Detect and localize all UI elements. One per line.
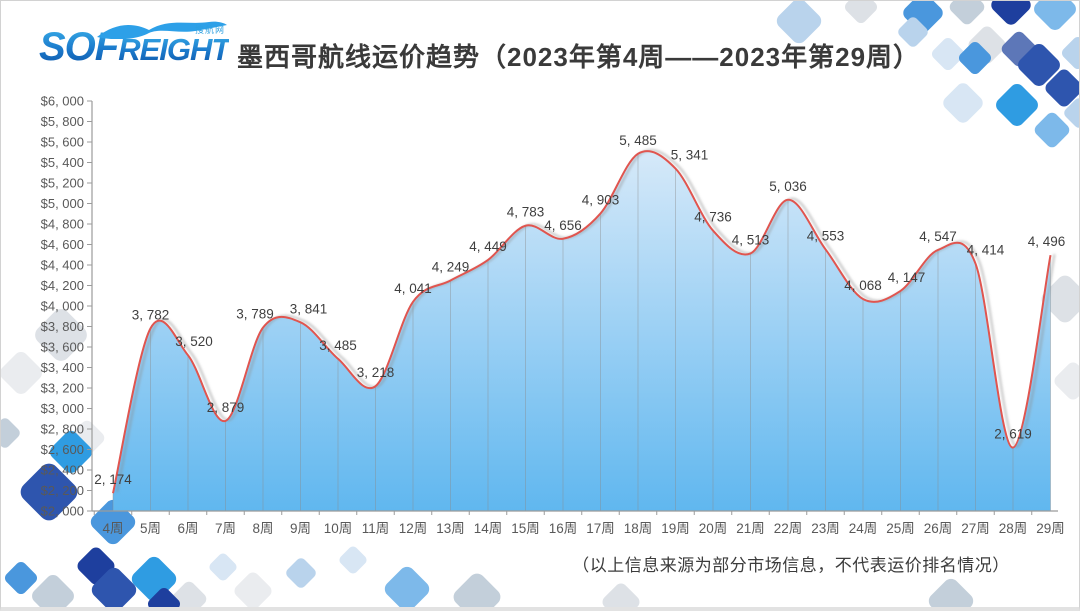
data-label: 3, 782 bbox=[132, 307, 170, 322]
x-axis-label: 23周 bbox=[811, 521, 840, 536]
data-label: 4, 736 bbox=[694, 210, 732, 225]
x-axis-label: 25周 bbox=[886, 521, 915, 536]
data-label: 3, 485 bbox=[319, 338, 357, 353]
y-axis-label: $4, 600 bbox=[41, 237, 84, 252]
y-axis-label: $2, 400 bbox=[41, 463, 84, 478]
data-label: 4, 249 bbox=[432, 259, 470, 274]
x-axis-label: 24周 bbox=[849, 521, 878, 536]
data-label: 3, 520 bbox=[175, 334, 213, 349]
data-label: 4, 068 bbox=[844, 278, 882, 293]
x-axis-label: 19周 bbox=[661, 521, 690, 536]
trend-line bbox=[112, 150, 1052, 494]
data-label: 4, 783 bbox=[507, 205, 545, 220]
data-label: 3, 218 bbox=[357, 365, 395, 380]
x-axis-label: 28周 bbox=[999, 521, 1028, 536]
logo-wave-icon bbox=[97, 21, 227, 39]
data-label: 4, 147 bbox=[888, 270, 926, 285]
data-label: 3, 841 bbox=[290, 301, 328, 316]
data-label: 2, 174 bbox=[94, 472, 132, 487]
x-axis-label: 7周 bbox=[215, 521, 236, 536]
x-axis-label: 20周 bbox=[699, 521, 728, 536]
y-axis-label: $3, 800 bbox=[41, 319, 84, 334]
logo-text-secondary: REIGHT bbox=[118, 32, 230, 67]
x-axis-label: 11周 bbox=[362, 521, 390, 536]
data-label: 5, 485 bbox=[619, 133, 657, 148]
y-axis-label: $5, 400 bbox=[41, 155, 84, 170]
x-axis-label: 12周 bbox=[399, 521, 428, 536]
data-label: 2, 879 bbox=[207, 400, 245, 415]
y-axis-label: $2, 800 bbox=[41, 422, 84, 437]
y-axis-label: $5, 000 bbox=[41, 196, 84, 211]
x-axis-label: 26周 bbox=[924, 521, 953, 536]
sofreight-logo: SOFREIGHT 搜航网 bbox=[39, 21, 230, 79]
x-axis-label: 18周 bbox=[624, 521, 653, 536]
x-axis-label: 15周 bbox=[511, 521, 540, 536]
data-label: 4, 656 bbox=[544, 218, 582, 233]
data-label: 4, 414 bbox=[967, 243, 1005, 258]
x-axis-label: 4周 bbox=[102, 521, 123, 536]
y-axis-label: $6, 000 bbox=[41, 94, 84, 109]
x-axis-label: 8周 bbox=[252, 521, 273, 536]
x-axis-label: 21周 bbox=[736, 521, 765, 536]
data-label: 4, 903 bbox=[582, 192, 620, 207]
page-title: 墨西哥航线运价趋势（2023年第4周——2023年第29周） bbox=[237, 42, 921, 72]
x-axis-label: 27周 bbox=[961, 521, 990, 536]
y-axis-label: $4, 000 bbox=[41, 299, 84, 314]
y-axis-label: $2, 600 bbox=[41, 442, 84, 457]
disclaimer-note: （以上信息来源为部分市场信息，不代表运价排名情况） bbox=[572, 556, 1010, 575]
x-axis-label: 14周 bbox=[474, 521, 503, 536]
y-axis-label: $2, 000 bbox=[41, 504, 84, 519]
y-axis-label: $4, 200 bbox=[41, 278, 84, 293]
data-label: 4, 513 bbox=[732, 232, 770, 247]
x-axis-label: 16周 bbox=[549, 521, 578, 536]
x-axis-label: 17周 bbox=[586, 521, 615, 536]
data-label: 4, 449 bbox=[469, 239, 507, 254]
y-axis-label: $3, 200 bbox=[41, 381, 84, 396]
x-axis-label: 29周 bbox=[1036, 521, 1065, 536]
x-axis-label: 6周 bbox=[177, 521, 198, 536]
y-axis-label: $3, 000 bbox=[41, 401, 84, 416]
y-axis-label: $4, 400 bbox=[41, 258, 84, 273]
x-axis-label: 9周 bbox=[290, 521, 311, 536]
area-fill bbox=[113, 151, 1051, 512]
data-label: 3, 789 bbox=[236, 307, 274, 322]
y-axis-label: $5, 800 bbox=[41, 114, 84, 129]
data-label: 4, 547 bbox=[919, 229, 957, 244]
data-label: 4, 496 bbox=[1028, 234, 1066, 249]
data-label: 5, 036 bbox=[769, 179, 807, 194]
data-label: 4, 041 bbox=[394, 281, 432, 296]
x-axis-label: 5周 bbox=[140, 521, 161, 536]
x-axis-label: 10周 bbox=[324, 521, 353, 536]
y-axis-label: $3, 400 bbox=[41, 360, 84, 375]
data-label: 4, 553 bbox=[807, 228, 845, 243]
data-label: 5, 341 bbox=[671, 148, 709, 163]
x-axis-label: 22周 bbox=[774, 521, 803, 536]
x-axis-label: 13周 bbox=[436, 521, 465, 536]
logo-tagline: 搜航网 bbox=[194, 25, 225, 35]
data-label: 2, 619 bbox=[994, 427, 1032, 442]
y-axis-label: $4, 800 bbox=[41, 217, 84, 232]
y-axis-label: $2, 200 bbox=[41, 483, 84, 498]
y-axis-label: $3, 600 bbox=[41, 340, 84, 355]
y-axis-label: $5, 600 bbox=[41, 135, 84, 150]
y-axis-label: $5, 200 bbox=[41, 176, 84, 191]
